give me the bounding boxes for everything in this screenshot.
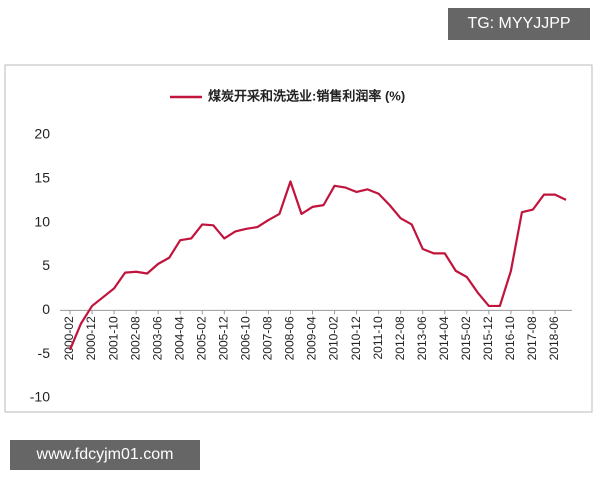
y-tick-label: -10: [30, 389, 50, 405]
watermark-box: [448, 8, 590, 40]
y-tick-label: 10: [34, 213, 50, 229]
x-tick-label: 2015-02: [459, 316, 473, 360]
x-tick-label: 2005-12: [216, 316, 230, 360]
y-tick-label: 0: [42, 301, 50, 317]
y-tick-label: 5: [42, 257, 50, 273]
x-tick-label: 2013-06: [415, 316, 429, 360]
x-tick-label: 2010-12: [349, 316, 363, 360]
x-tick-label: 2005-02: [194, 316, 208, 360]
watermark: TG: MYYJJPP: [467, 15, 570, 32]
x-tick-label: 2014-04: [437, 316, 451, 360]
x-tick-label: 2008-06: [283, 316, 297, 360]
watermark-box: [10, 440, 200, 470]
x-tick-label: 2003-06: [150, 316, 164, 360]
legend-label: 煤炭开采和洗选业:销售利润率 (%): [208, 88, 405, 103]
y-tick-label: 15: [34, 170, 50, 186]
x-tick-label: 2018-06: [547, 316, 561, 360]
x-tick-label: 2009-04: [305, 316, 319, 360]
x-tick-label: 2016-10: [503, 316, 517, 360]
y-tick-label: 20: [34, 126, 50, 142]
x-tick-label: 2001-10: [106, 316, 120, 360]
y-tick-label: -5: [38, 345, 51, 361]
watermark: www.fdcyjm01.com: [36, 446, 174, 463]
data-line: [68, 180, 567, 351]
x-tick-label: 2002-08: [128, 316, 142, 360]
x-tick-label: 2000-02: [62, 316, 76, 360]
x-tick-label: 2007-08: [261, 316, 275, 360]
chart-frame: [4, 64, 593, 413]
x-tick-label: 2010-02: [327, 316, 341, 360]
x-tick-label: 2011-10: [371, 316, 385, 359]
x-tick-label: 2015-12: [481, 316, 495, 360]
x-tick-label: 2012-08: [393, 316, 407, 360]
x-tick-label: 2000-12: [84, 316, 98, 360]
x-tick-label: 2006-10: [239, 316, 253, 360]
x-tick-label: 2017-08: [525, 316, 539, 360]
x-tick-label: 2004-04: [172, 316, 186, 360]
